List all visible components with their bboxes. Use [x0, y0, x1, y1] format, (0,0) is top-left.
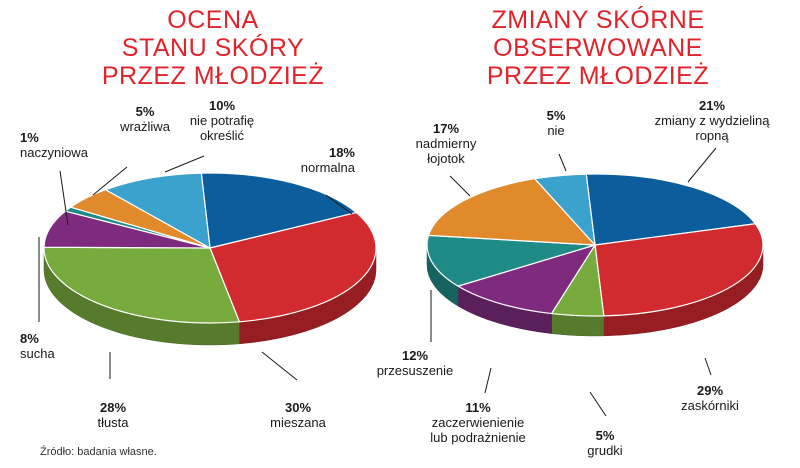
slice-category-label: określić: [200, 128, 245, 143]
leader-line: [59, 170, 69, 226]
leader-line: [92, 166, 128, 196]
leader-line: [325, 194, 353, 215]
pie-slice: [209, 211, 377, 323]
leader-line: [589, 391, 607, 417]
slice-category-label: zmiany z wydzieliną: [655, 113, 771, 128]
pie-slice: [457, 244, 596, 315]
slice-percent-label: 5%: [136, 104, 155, 119]
slice-percent-label: 21%: [699, 98, 725, 113]
chart-title-line: PRZEZ MŁODZIEŻ: [487, 61, 709, 90]
slice-category-label: tłusta: [97, 415, 129, 430]
slice-percent-label: 1%: [20, 130, 39, 145]
leader-line: [164, 155, 205, 173]
slice-percent-label: 18%: [329, 145, 355, 160]
slice-category-label: mieszana: [270, 415, 326, 430]
slice-percent-label: 11%: [465, 400, 491, 415]
slice-category-label: nie: [547, 123, 564, 138]
pie-slice: [426, 234, 596, 287]
slice-percent-label: 5%: [547, 108, 566, 123]
leader-line: [449, 175, 471, 197]
slice-percent-label: 28%: [100, 400, 126, 415]
slice-category-label: nie potrafię: [190, 113, 254, 128]
slice-category-label: lub podrażnienie: [430, 430, 525, 445]
leader-line: [687, 147, 717, 183]
chart-title-line: ZMIANY SKÓRNE: [491, 5, 704, 34]
leader-line: [558, 153, 567, 172]
chart-title-line: OBSERWOWANE: [493, 34, 703, 62]
slice-percent-label: 30%: [285, 400, 311, 415]
pie-slice: [200, 172, 357, 249]
slice-category-label: zaczerwienienie: [432, 415, 525, 430]
slice-category-label: sucha: [20, 346, 55, 361]
slice-percent-label: 10%: [209, 98, 235, 113]
slice-category-label: łojotok: [427, 151, 465, 166]
pie-slice: [534, 173, 596, 246]
slice-percent-label: 5%: [596, 428, 615, 443]
slice-category-label: grudki: [587, 443, 623, 458]
slice-percent-label: 12%: [402, 348, 428, 363]
chart-title-line: PRZEZ MŁODZIEŻ: [102, 61, 324, 90]
slice-percent-label: 8%: [20, 331, 39, 346]
slice-category-label: przesuszenie: [377, 363, 454, 378]
pie-slice: [104, 172, 211, 249]
slice-percent-label: 29%: [697, 383, 723, 398]
slice-percent-label: 17%: [433, 121, 459, 136]
leader-line: [704, 357, 712, 376]
source-note: Źródło: badania własne.: [40, 445, 157, 458]
leader-line: [261, 351, 298, 381]
pie-slice: [427, 178, 596, 246]
slice-category-label: nadmierny: [416, 136, 477, 151]
slice-category-label: zaskórniki: [681, 398, 739, 413]
slice-category-label: naczyniowa: [20, 145, 89, 160]
slice-category-label: wrażliwa: [119, 119, 171, 134]
pie-slice: [594, 223, 764, 317]
chart-title-line: STANU SKÓRY: [122, 33, 304, 62]
pie-slice: [585, 173, 756, 246]
chart-title-line: OCENA: [167, 6, 258, 34]
leader-line: [484, 367, 492, 394]
pie-slice-side: [551, 313, 605, 337]
slice-category-label: normalna: [301, 160, 356, 175]
pie-slice: [43, 246, 240, 324]
slice-category-label: ropną: [695, 128, 729, 143]
